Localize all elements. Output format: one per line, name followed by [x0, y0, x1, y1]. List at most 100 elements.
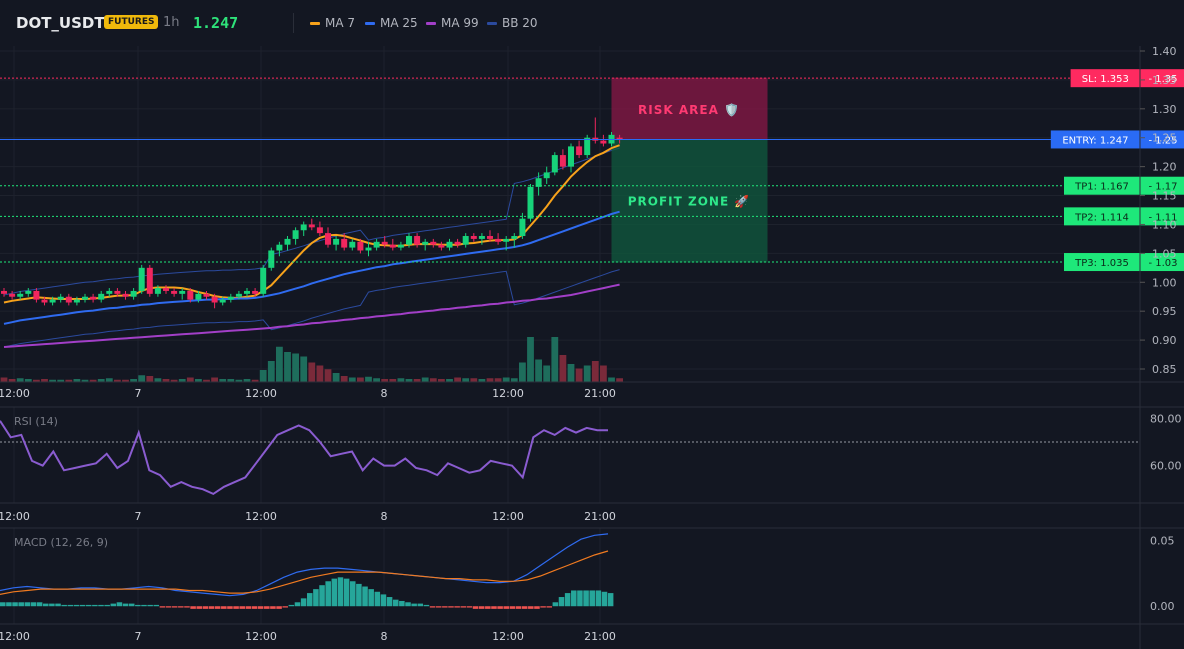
candle-body	[49, 299, 56, 303]
candle-body	[487, 236, 493, 239]
volume-bar	[0, 377, 8, 382]
time-tick-label: 12:00	[492, 387, 524, 400]
macd-histogram-bar	[6, 602, 12, 607]
macd-histogram-bar	[571, 590, 577, 607]
time-tick-label: 12:00	[0, 387, 30, 400]
legend-bb20[interactable]: BB 20	[487, 16, 538, 30]
volume-bar	[389, 379, 397, 382]
tp3-axis-tag-label: - 1.03	[1148, 258, 1177, 269]
candle-body	[495, 238, 502, 242]
candle-body	[25, 290, 32, 294]
macd-histogram-bar	[257, 606, 264, 609]
candle-body	[584, 137, 591, 156]
volume-bar	[348, 377, 356, 382]
volume-bar	[494, 378, 502, 382]
time-tick-label: 7	[135, 510, 142, 523]
candle-body	[511, 236, 518, 239]
rsi-line	[0, 420, 608, 496]
candle-body	[462, 236, 469, 245]
macd-histogram-bar	[159, 606, 166, 608]
volume-bar	[535, 359, 542, 382]
macd-histogram-bar	[153, 604, 160, 607]
candle-body	[527, 186, 534, 219]
legend-ma7-label: MA 7	[325, 16, 356, 30]
candle-body	[292, 230, 299, 239]
legend-ma99[interactable]: MA 99	[426, 16, 479, 30]
candle-body	[171, 290, 178, 294]
time-tick-label: 12:00	[0, 510, 30, 523]
macd-histogram-bar	[497, 606, 503, 609]
price-tick-label: 0.95	[1152, 305, 1177, 318]
volume-bar	[33, 379, 40, 382]
volume-bar	[365, 376, 372, 382]
candle-body	[559, 155, 566, 167]
macd-histogram-bar	[325, 581, 331, 607]
tp1-tag-label: TP1: 1.167	[1074, 182, 1129, 193]
candle-body	[478, 236, 485, 239]
macd-histogram-bar	[24, 602, 31, 607]
candle-body	[406, 236, 412, 245]
tp2-tag-bg	[1064, 207, 1140, 226]
macd-histogram-bar	[374, 591, 381, 607]
volume-bar	[154, 378, 162, 382]
candle-body	[122, 293, 129, 297]
grid-lines	[0, 46, 1140, 624]
price-tick-label: 1.30	[1152, 103, 1177, 116]
candle-body	[284, 238, 291, 245]
ma-line-ma99	[3, 283, 620, 348]
price-tick-label: 1.15	[1152, 190, 1177, 203]
macd-histogram-bar	[245, 606, 252, 609]
macd-histogram-bar	[307, 593, 313, 607]
price-tick-label: 1.35	[1152, 74, 1177, 87]
sl-tag: SL: 1.353 - 1.35	[1070, 69, 1184, 88]
rsi-panel[interactable]: RSI (14) 80.00 60.00	[0, 412, 1182, 496]
macd-signal-line	[0, 550, 609, 595]
legend-ma25[interactable]: MA 25	[365, 16, 418, 30]
time-tick-label: 21:00	[584, 510, 616, 523]
macd-histogram-bar	[392, 599, 399, 607]
macd-histogram-bar	[356, 583, 362, 607]
candle-body	[519, 218, 526, 237]
candle-body	[33, 290, 40, 300]
volume-bar	[446, 379, 453, 382]
volume-bar	[186, 377, 194, 382]
candlesticks[interactable]	[1, 117, 623, 309]
price-tick-label: 1.40	[1152, 45, 1177, 58]
macd-histogram-bar	[165, 606, 172, 608]
candle-body	[600, 140, 607, 144]
timeframe-selector[interactable]: 1h	[163, 15, 180, 30]
price-tick-label: 1.20	[1152, 161, 1177, 174]
rsi-title: RSI (14)	[14, 415, 58, 428]
macd-histogram-bar	[478, 606, 485, 609]
volume-bar	[73, 379, 81, 382]
volume-bar	[227, 379, 235, 382]
macd-panel[interactable]: MACD (12, 26, 9) 0.05 0.00	[0, 533, 1175, 613]
macd-histogram-bar	[227, 606, 233, 609]
price-panel	[0, 46, 1140, 382]
macd-histogram-bar	[349, 581, 356, 607]
volume-bar	[203, 379, 210, 382]
macd-histogram-bar	[491, 606, 497, 609]
macd-histogram-bar	[42, 603, 49, 607]
candle-body	[438, 244, 445, 248]
volume-bar	[381, 379, 389, 382]
macd-histogram-bar	[36, 602, 43, 607]
volume-bar	[567, 364, 575, 382]
risk-zone	[611, 77, 768, 140]
macd-histogram-bar	[18, 602, 24, 607]
candle-body	[316, 227, 323, 234]
macd-histogram-bar	[540, 606, 546, 608]
symbol-name[interactable]: DOT_USDT	[16, 14, 105, 32]
candle-body	[130, 290, 137, 297]
volume-bar	[138, 375, 146, 382]
candle-body	[244, 290, 250, 294]
volume-bar	[41, 379, 48, 382]
macd-histogram-bar	[435, 606, 442, 608]
legend-ma7[interactable]: MA 7	[310, 16, 355, 30]
time-tick-label: 7	[135, 387, 142, 400]
legend-bb20-swatch	[487, 21, 497, 25]
bollinger-bands	[3, 147, 620, 348]
sl-tag-label: SL: 1.353	[1082, 74, 1129, 85]
volume-bar	[162, 379, 170, 382]
